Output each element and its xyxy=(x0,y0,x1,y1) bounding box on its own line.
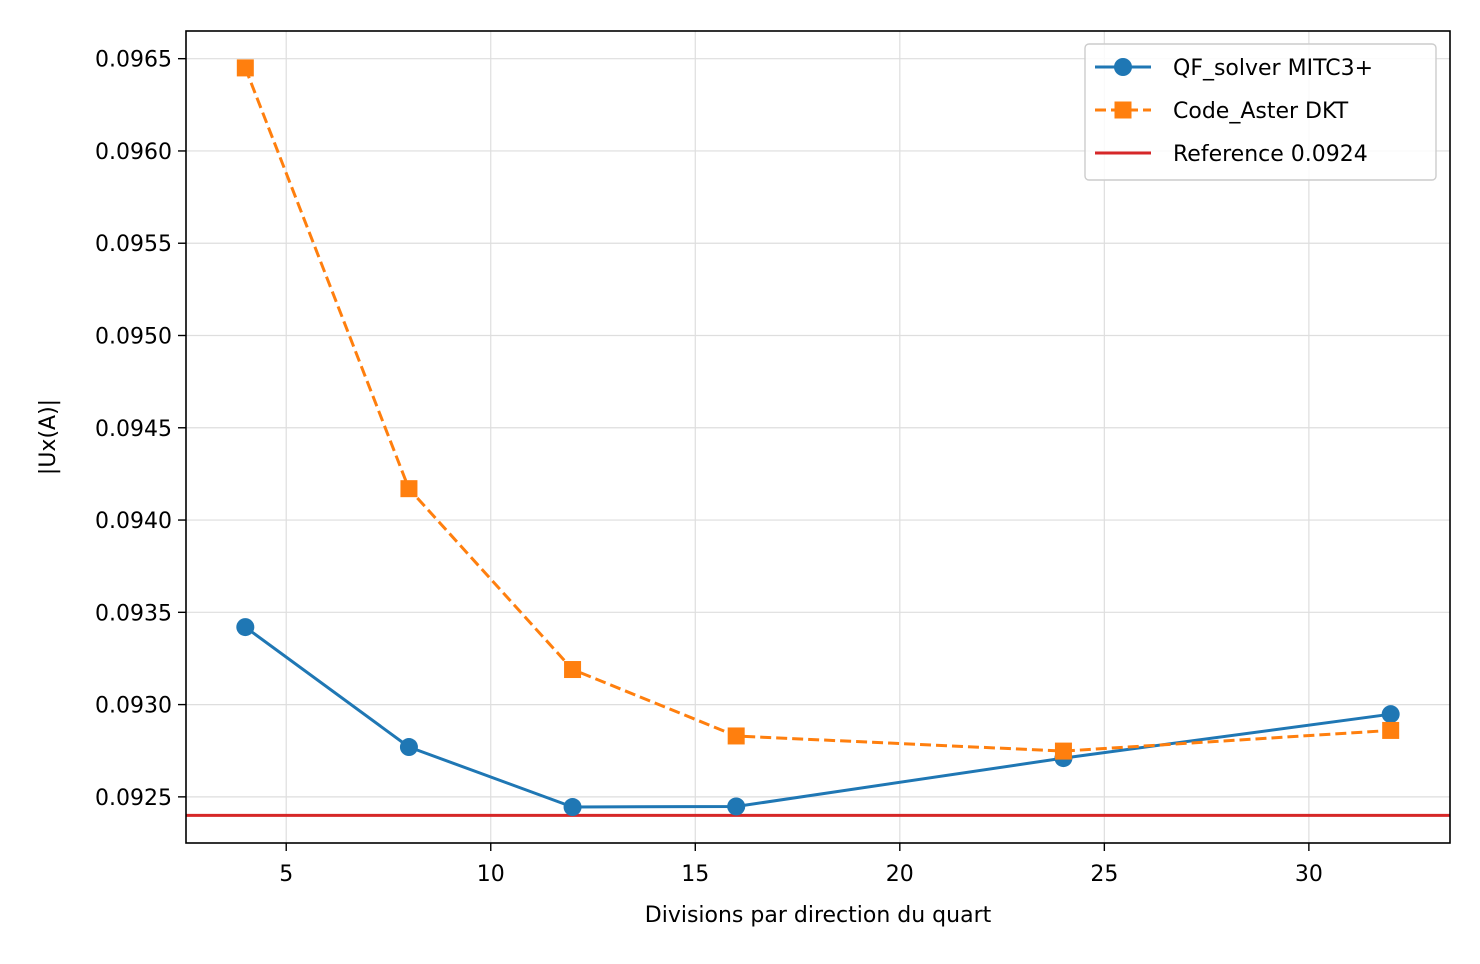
data-point xyxy=(727,797,746,816)
x-tick-label: 15 xyxy=(681,862,709,887)
grid-lines xyxy=(186,31,1450,843)
series-line xyxy=(244,625,1391,809)
series-group xyxy=(236,59,1400,817)
data-point xyxy=(563,798,582,817)
axes-frame xyxy=(185,30,1451,844)
data-point xyxy=(399,738,418,757)
series-code-aster-dkt xyxy=(236,59,1400,760)
data-point xyxy=(400,480,418,498)
data-point xyxy=(727,727,745,745)
legend-box xyxy=(1084,43,1437,181)
y-axis-label: |Ux(A)| xyxy=(36,399,61,475)
x-tick-label: 10 xyxy=(477,862,505,887)
legend-item: Reference 0.0924 xyxy=(1095,142,1368,167)
legend-label: QF_solver MITC3+ xyxy=(1173,56,1373,81)
legend: QF_solver MITC3+ Code_Aster DKT Reference … xyxy=(1084,43,1437,181)
legend-label: Code_Aster DKT xyxy=(1173,99,1349,124)
y-tick-label: 0.0940 xyxy=(95,509,172,534)
x-tick-label: 20 xyxy=(886,862,914,887)
y-tick-label: 0.0965 xyxy=(95,48,172,73)
data-point xyxy=(236,59,254,77)
y-tick-label: 0.0960 xyxy=(95,140,172,165)
data-point xyxy=(564,661,582,679)
data-point xyxy=(1382,721,1400,739)
y-tick-label: 0.0950 xyxy=(95,325,172,350)
y-tick-label: 0.0955 xyxy=(95,232,172,257)
data-point xyxy=(236,618,255,637)
legend-label: Reference 0.0924 xyxy=(1173,142,1368,167)
series-qf-solver-mitc3- xyxy=(236,618,1400,817)
legend-marker xyxy=(1114,58,1132,76)
y-tick-label: 0.0945 xyxy=(95,417,172,442)
data-point xyxy=(1054,742,1072,760)
x-axis-label: Divisions par direction du quart xyxy=(645,903,992,928)
series-line xyxy=(243,67,1391,753)
y-tick-label: 0.0925 xyxy=(95,786,172,811)
x-tick-label: 5 xyxy=(279,862,293,887)
y-tick-label: 0.0935 xyxy=(95,601,172,626)
x-tick-label: 25 xyxy=(1090,862,1118,887)
x-tick-label: 30 xyxy=(1295,862,1323,887)
legend-marker xyxy=(1114,101,1132,119)
axis-ticks: 5 10 15 20 25 30 0.0925 0.0930 0.0935 0.0940 0.094… xyxy=(95,48,1323,887)
data-point xyxy=(1381,705,1400,724)
y-tick-label: 0.0930 xyxy=(95,694,172,719)
legend-item: QF_solver MITC3+ xyxy=(1095,56,1373,81)
legend-item: Code_Aster DKT xyxy=(1095,99,1349,124)
